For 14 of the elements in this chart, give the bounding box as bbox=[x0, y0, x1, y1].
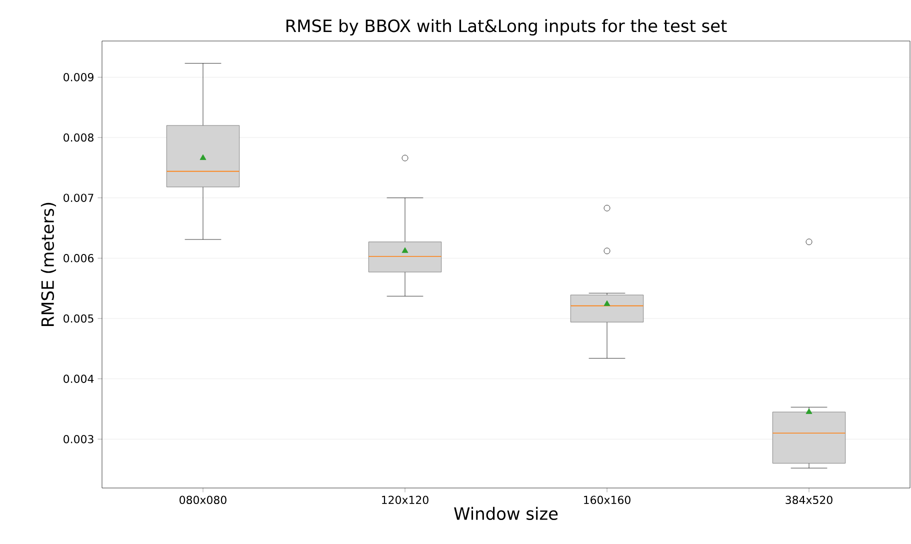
y-tick-label: 0.008 bbox=[64, 133, 94, 142]
y-tick-label: 0.007 bbox=[64, 194, 94, 202]
x-axis-title: Window size bbox=[454, 506, 558, 520]
x-tick-label: 160x160 bbox=[584, 496, 630, 504]
y-tick-label: 0.009 bbox=[64, 73, 94, 82]
y-tick-label: 0.006 bbox=[64, 254, 94, 262]
chart-title: RMSE by BBOX with Lat&Long inputs for the test set bbox=[286, 19, 727, 36]
y-tick-label: 0.005 bbox=[64, 314, 94, 323]
y-tick-label: 0.003 bbox=[64, 435, 94, 444]
y-axis-title: RMSE (meters) bbox=[40, 202, 56, 326]
x-tick-label: 120x120 bbox=[382, 496, 428, 504]
x-tick-label: 384x520 bbox=[786, 496, 832, 504]
y-tick-label: 0.004 bbox=[64, 374, 94, 383]
x-tick-label: 080x080 bbox=[180, 496, 226, 504]
